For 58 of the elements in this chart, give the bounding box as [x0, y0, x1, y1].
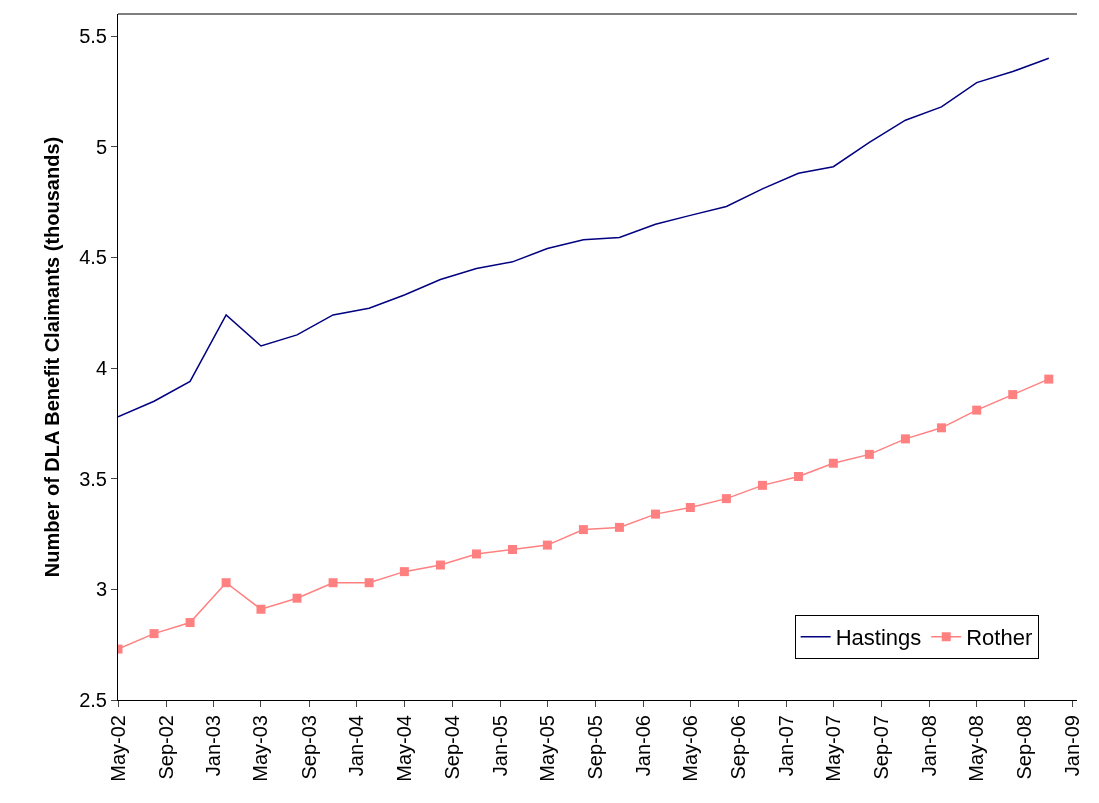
x-tick-label: May-06 [678, 715, 701, 782]
x-tick-label: Sep-05 [584, 715, 607, 780]
y-tick-label: 3 [95, 578, 107, 601]
x-tick-label: May-03 [249, 715, 272, 782]
x-tick-label: Sep-03 [297, 715, 320, 780]
point [149, 629, 159, 639]
point [1008, 390, 1018, 400]
y-tick-label: 4.5 [79, 246, 107, 269]
point [864, 449, 874, 459]
point [900, 434, 910, 444]
point [328, 578, 338, 588]
y-axis-title: Number of DLA Benefit Claimants (thousands) [40, 136, 63, 578]
x-tick-label: Sep-02 [154, 715, 177, 780]
x-tick-label: Jan-07 [774, 715, 797, 777]
x-tick-label: Jan-04 [345, 715, 368, 777]
x-tick-label: Jan-06 [631, 715, 654, 777]
point [685, 502, 695, 512]
point [721, 494, 731, 504]
point [471, 549, 481, 559]
point [185, 618, 195, 628]
x-tick-label: Sep-08 [1013, 715, 1036, 780]
point [542, 540, 552, 550]
y-tick-label: 2.5 [79, 689, 107, 711]
point [578, 525, 588, 535]
line-series [118, 57, 1050, 418]
point [256, 604, 266, 614]
x-tick-label: Jan-05 [488, 715, 511, 777]
point [650, 509, 660, 519]
point [614, 522, 624, 532]
x-tick-label: Sep-06 [727, 715, 750, 780]
y-tick-label: 5.5 [79, 25, 107, 48]
x-tick-label: May-04 [392, 715, 415, 782]
legend-label: Hastings [835, 625, 922, 651]
x-tick-label: May-07 [821, 715, 844, 782]
point [507, 545, 517, 555]
point [364, 578, 374, 588]
point [972, 405, 982, 415]
x-tick-label: May-05 [535, 715, 558, 782]
point [793, 472, 803, 481]
x-tick-label: Jan-09 [1061, 715, 1084, 777]
x-tick-label: May-08 [965, 715, 988, 782]
y-tick-label: 4 [95, 357, 107, 380]
x-tick-label: Jan-08 [917, 715, 940, 777]
x-tick-label: Sep-04 [441, 715, 464, 780]
x-tick-label: Jan-03 [202, 715, 225, 777]
x-tick-label: May-02 [106, 715, 129, 782]
point [757, 480, 767, 490]
point [292, 593, 302, 603]
y-tick-label: 5 [95, 135, 107, 158]
x-tick-label: Sep-07 [870, 715, 893, 780]
point [936, 423, 946, 433]
y-tick-label: 3.5 [79, 467, 107, 490]
point [435, 560, 445, 570]
point [828, 458, 838, 468]
legend-label: Rother [966, 625, 1033, 651]
point [221, 578, 231, 588]
point [1044, 374, 1054, 384]
point [399, 567, 409, 577]
